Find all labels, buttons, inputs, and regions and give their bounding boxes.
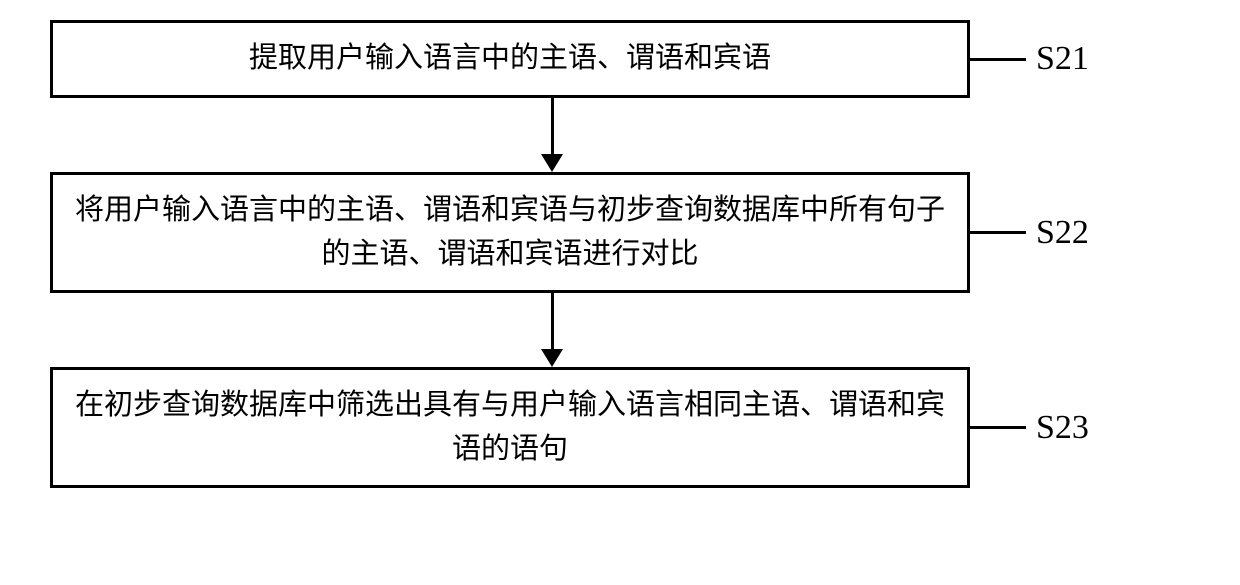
arrow-shaft (551, 98, 554, 154)
flow-step-label: S23 (1036, 409, 1089, 447)
arrow-head-icon (541, 154, 563, 172)
flow-step-text: 提取用户输入语言中的主语、谓语和宾语 (249, 37, 771, 81)
flow-row: 提取用户输入语言中的主语、谓语和宾语 S21 (50, 20, 1190, 98)
arrow-head-icon (541, 349, 563, 367)
label-connector (970, 58, 1026, 61)
flow-step-text: 将用户输入语言中的主语、谓语和宾语与初步查询数据库中所有句子的主语、谓语和宾语进… (73, 189, 947, 276)
flow-step-label: S21 (1036, 40, 1089, 78)
flow-step-label: S22 (1036, 214, 1089, 252)
label-connector (970, 231, 1026, 234)
flow-step-text: 在初步查询数据库中筛选出具有与用户输入语言相同主语、谓语和宾语的语句 (73, 384, 947, 471)
flow-row: 将用户输入语言中的主语、谓语和宾语与初步查询数据库中所有句子的主语、谓语和宾语进… (50, 172, 1190, 293)
arrow-down-icon (541, 98, 563, 172)
arrow-shaft (551, 293, 554, 349)
flow-row: 在初步查询数据库中筛选出具有与用户输入语言相同主语、谓语和宾语的语句 S23 (50, 367, 1190, 488)
flowchart-container: 提取用户输入语言中的主语、谓语和宾语 S21 将用户输入语言中的主语、谓语和宾语… (50, 20, 1190, 488)
arrow-down-icon (541, 293, 563, 367)
label-connector (970, 426, 1026, 429)
flow-step-s22: 将用户输入语言中的主语、谓语和宾语与初步查询数据库中所有句子的主语、谓语和宾语进… (50, 172, 970, 293)
flow-step-s21: 提取用户输入语言中的主语、谓语和宾语 (50, 20, 970, 98)
flow-step-s23: 在初步查询数据库中筛选出具有与用户输入语言相同主语、谓语和宾语的语句 (50, 367, 970, 488)
